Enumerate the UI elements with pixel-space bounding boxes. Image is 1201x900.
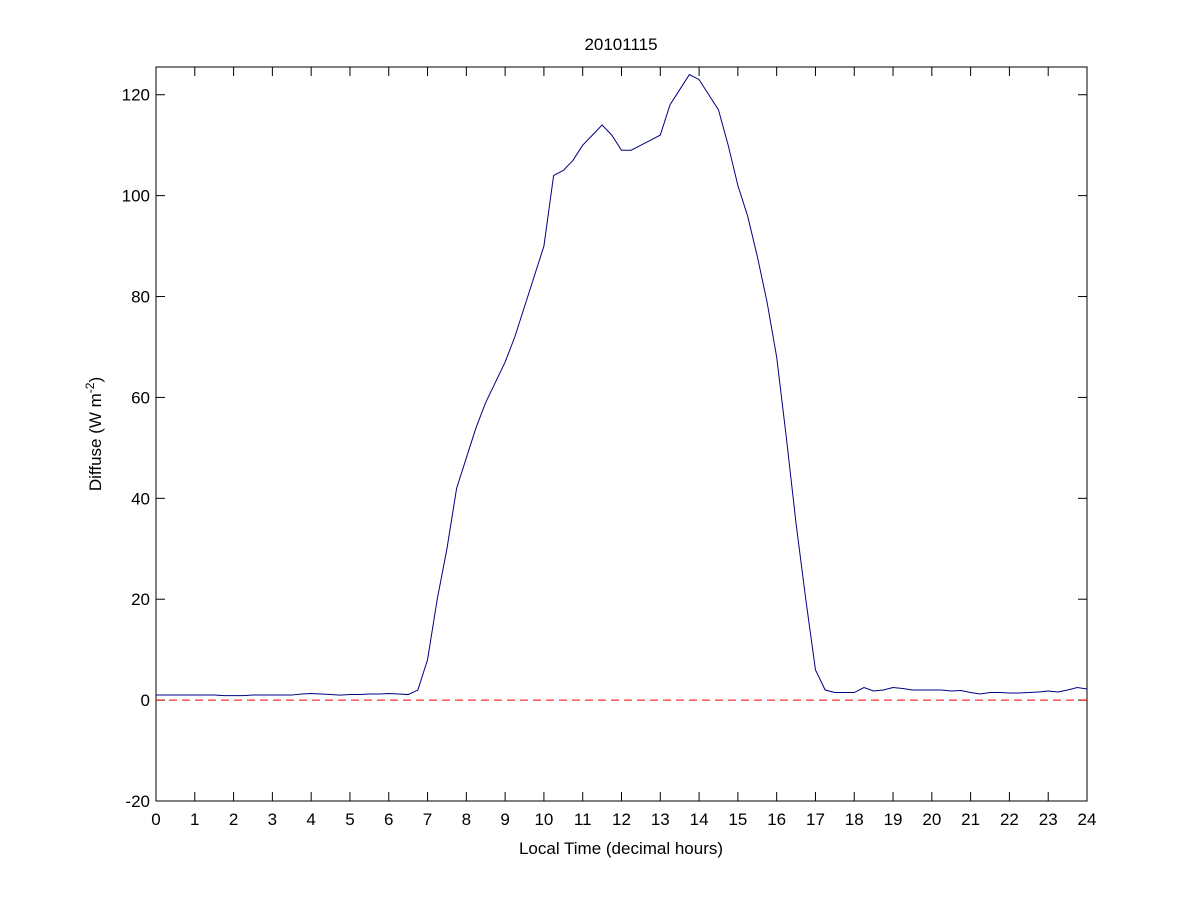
x-tick-label: 1 (190, 810, 199, 829)
x-tick-label: 23 (1039, 810, 1058, 829)
x-tick-label: 4 (306, 810, 315, 829)
x-tick-label: 11 (574, 810, 592, 829)
x-tick-label: 19 (884, 810, 903, 829)
x-tick-label: 14 (690, 810, 709, 829)
y-tick-label: 100 (122, 187, 150, 206)
x-tick-label: 13 (651, 810, 670, 829)
y-label-suffix: ) (86, 377, 105, 383)
x-tick-label: 24 (1078, 810, 1097, 829)
y-axis-label: Diffuse (W m-2) (83, 377, 105, 491)
y-tick-label: 120 (122, 86, 150, 105)
chart-title: 20101115 (584, 35, 657, 54)
y-label-text: Diffuse (W m (86, 393, 105, 491)
y-tick-label: 0 (141, 691, 150, 710)
x-tick-label: 12 (612, 810, 631, 829)
y-label-superscript: -2 (83, 382, 97, 393)
y-tick-label: 80 (131, 288, 150, 307)
x-tick-label: 21 (961, 810, 980, 829)
x-tick-label: 15 (728, 810, 747, 829)
x-tick-label: 10 (534, 810, 553, 829)
x-tick-label: 20 (922, 810, 941, 829)
y-tick-label: 20 (131, 590, 150, 609)
x-tick-label: 5 (345, 810, 354, 829)
x-tick-label: 17 (806, 810, 825, 829)
x-tick-label: 16 (767, 810, 786, 829)
x-tick-label: 6 (384, 810, 393, 829)
x-tick-label: 3 (268, 810, 277, 829)
x-tick-label: 8 (462, 810, 471, 829)
x-tick-label: 18 (845, 810, 864, 829)
y-tick-label: 60 (131, 388, 150, 407)
x-tick-label: 9 (500, 810, 509, 829)
y-tick-label: -20 (125, 792, 150, 811)
x-tick-label: 2 (229, 810, 238, 829)
x-axis-label: Local Time (decimal hours) (519, 839, 723, 858)
data-line (156, 73, 1088, 697)
y-tick-label: 40 (131, 489, 150, 508)
x-tick-label: 7 (423, 810, 432, 829)
x-tick-label: 22 (1000, 810, 1019, 829)
x-tick-label: 0 (151, 810, 160, 829)
